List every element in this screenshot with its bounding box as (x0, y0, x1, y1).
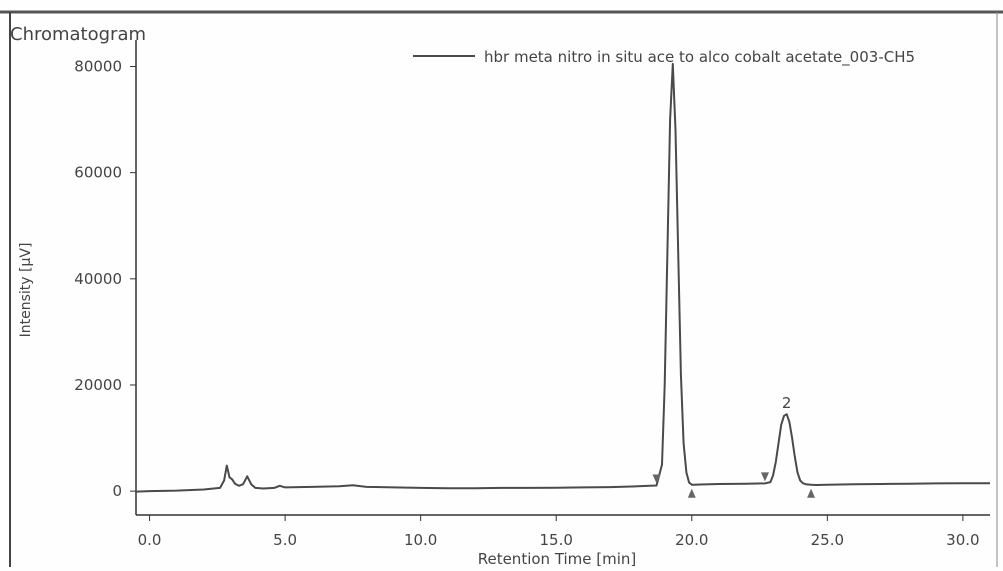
peak-start-marker (760, 472, 769, 482)
legend: hbr meta nitro in situ ace to alco cobal… (413, 48, 915, 67)
peak-end-marker (687, 488, 696, 498)
peak-markers (652, 472, 816, 498)
x-tick-label: 5.0 (273, 531, 297, 549)
y-axis-label: Intensity [µV] (18, 243, 34, 338)
series-layer (135, 62, 990, 493)
peak-label: 2 (782, 394, 792, 412)
legend-label: hbr meta nitro in situ ace to alco cobal… (484, 48, 915, 67)
chromatogram-trace (135, 62, 990, 493)
x-tick-label: 10.0 (404, 531, 437, 549)
y-tick-label: 20000 (74, 376, 122, 394)
x-tick-label: 30.0 (946, 531, 979, 549)
peak-end-marker (807, 488, 816, 498)
peak-start-marker (652, 474, 661, 484)
y-tick-label: 0 (112, 482, 122, 500)
y-tick-label: 40000 (74, 270, 122, 288)
chart-frame (0, 10, 1003, 567)
chart-text: Chromatogram Retention Time [min] Intens… (10, 24, 792, 568)
chart-title: Chromatogram (10, 24, 146, 45)
x-tick-label: 0.0 (138, 531, 162, 549)
chart-axes: 0.0 5.0 10.0 15.0 20.0 25.0 30.0 0 20000 40000 600… (74, 40, 990, 549)
y-tick-label: 80000 (74, 58, 122, 76)
x-tick-label: 15.0 (540, 531, 573, 549)
x-tick-label: 20.0 (675, 531, 708, 549)
x-axis-label: Retention Time [min] (478, 550, 637, 567)
x-tick-label: 25.0 (811, 531, 844, 549)
y-tick-label: 60000 (74, 164, 122, 182)
